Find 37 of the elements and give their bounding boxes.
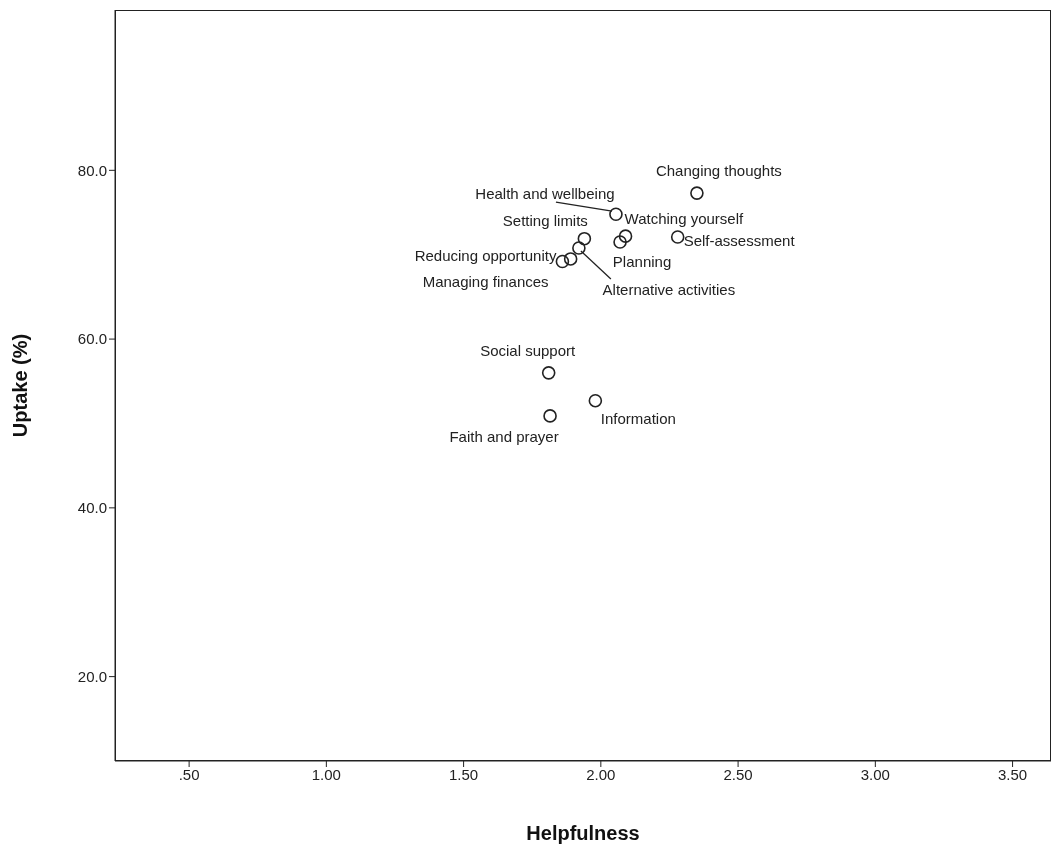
point	[577, 231, 592, 246]
annotation: Changing thoughts	[655, 162, 782, 180]
annotation: Self-assessment	[683, 231, 796, 249]
annotation: Information	[600, 409, 676, 427]
x-tick-label: 2.00	[586, 765, 616, 783]
y-axis-title: Uptake (%)	[9, 333, 32, 438]
point	[670, 230, 685, 244]
annotation: Setting limits	[502, 211, 588, 229]
point	[572, 241, 586, 255]
point	[609, 207, 623, 221]
x-tick-label: 1.00	[311, 765, 341, 783]
x-tick-label: 2.50	[723, 765, 753, 783]
point	[563, 252, 578, 266]
x-tick-label: 3.50	[997, 765, 1028, 783]
annotation: Social support	[480, 341, 577, 359]
point	[541, 366, 556, 380]
annotation: Faith and prayer	[449, 427, 559, 445]
y-tick-label: 80.0	[77, 161, 107, 179]
y-tick-label: 40.0	[77, 499, 107, 517]
point	[618, 229, 633, 243]
point	[690, 186, 704, 200]
annotation: Health and wellbeing	[475, 185, 615, 203]
x-tick-label: .50	[178, 765, 200, 783]
x-tick-label: 3.00	[860, 765, 890, 783]
annotation: Managing finances	[422, 272, 549, 290]
annotation: Alternative activities	[602, 280, 736, 298]
point	[613, 235, 627, 249]
point	[543, 409, 557, 423]
x-axis-title: Helpfulness	[526, 822, 640, 844]
annotation: Planning	[612, 253, 672, 271]
x-tick-label: 1.50	[449, 765, 479, 783]
y-tick-label: 20.0	[77, 667, 107, 685]
y-tick-label: 60.0	[77, 330, 107, 348]
annotation: Reducing opportunity	[414, 247, 557, 265]
point	[588, 393, 603, 408]
point	[555, 254, 570, 269]
annotation: Watching yourself	[624, 210, 745, 228]
